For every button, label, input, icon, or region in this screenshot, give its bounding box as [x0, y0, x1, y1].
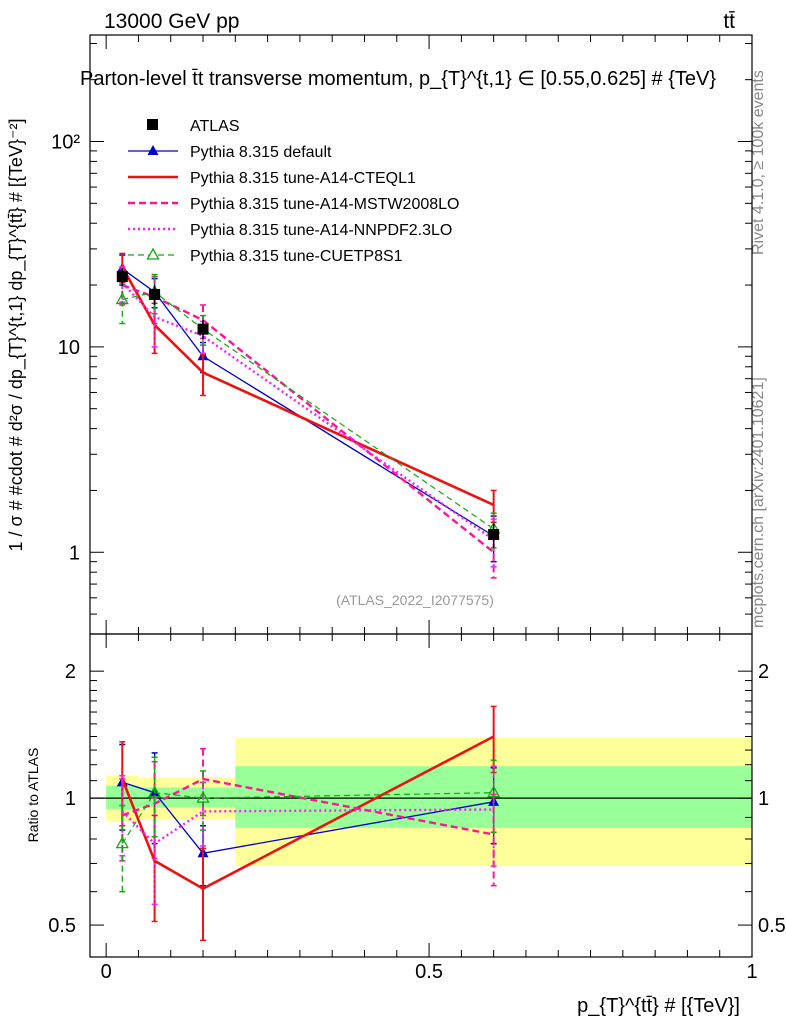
- main-marker-cuetp8s1-0: [115, 292, 129, 305]
- ratio-y-tick-label-right: 2: [758, 661, 769, 683]
- ratio-uncertainty-bands: [90, 737, 752, 867]
- ratio-y-tick-label-left: 2: [65, 661, 76, 683]
- ratio-line-mstw: [121, 777, 494, 836]
- atlas-point-0: [116, 271, 128, 283]
- x-tick-label: 1: [746, 961, 757, 983]
- ratio-y-axis-label: Ratio to ATLAS: [25, 748, 41, 843]
- main-line-cuetp8s1: [122, 291, 495, 530]
- legend-marker-atlas: [147, 119, 158, 130]
- ratio-marker-cuetp8s1-1: [147, 785, 162, 798]
- main-line-mstw: [121, 283, 495, 554]
- ratio-y-tick-label-left: 0.5: [48, 915, 76, 937]
- legend: ATLAS Pythia 8.315 default Pythia 8.315 tu…: [128, 118, 459, 265]
- main-plot-marks: [115, 252, 501, 579]
- ratio-plot-frame: [89, 633, 753, 958]
- ratio-marker-cuetp8s1-3: [487, 785, 501, 798]
- y-axis-label: 1 / σ # #cdot # d²σ / dp_{T}^{t,1} dp_{T…: [6, 119, 27, 552]
- x-tick-label: 0: [101, 961, 112, 983]
- ratio-line-cteql1: [121, 735, 495, 891]
- main-line-nnpdf: [121, 282, 495, 541]
- legend-marker-default: [147, 145, 159, 155]
- legend-label-default: Pythia 8.315 default: [190, 144, 332, 161]
- main-y-tick-label: 1: [69, 542, 80, 564]
- ratio-y-tick-label-right: 1: [758, 788, 769, 810]
- x-tick-label: 0.5: [415, 961, 443, 983]
- legend-label-atlas: ATLAS: [190, 118, 240, 135]
- main-y-tick-label: 10²: [51, 131, 80, 153]
- process-label: tt̄: [723, 10, 735, 33]
- ratio-y-tick-label-left: 1: [65, 788, 76, 810]
- main-line-default: [121, 268, 495, 537]
- atlas-point-3: [488, 529, 500, 541]
- energy-label: 13000 GeV pp: [104, 10, 239, 33]
- legend-label-cteql1: Pythia 8.315 tune-A14-CTEQL1: [190, 170, 416, 187]
- axes: 1 10 10² 0.5 0.5 1 1 2 2 0 0.5 1: [48, 34, 786, 983]
- ratio-marker-cuetp8s1-0: [115, 836, 129, 849]
- main-line-cteql1: [121, 266, 495, 507]
- legend-label-cuetp8s1: Pythia 8.315 tune-CUETP8S1: [190, 248, 403, 265]
- analysis-watermark: (ATLAS_2022_I2077575): [336, 592, 494, 608]
- ratio-line-default: [122, 781, 494, 855]
- ratio-plot-marks: [115, 705, 501, 942]
- x-axis-label: p_{T}^{tt̄} # [{TeV}]: [577, 995, 740, 1017]
- ratio-line-cuetp8s1: [121, 792, 494, 844]
- atlas-point-2: [197, 323, 209, 335]
- atlas-point-1: [149, 288, 161, 300]
- rivet-version-label: Rivet 4.1.0, ≥ 100k events: [750, 70, 767, 255]
- legend-marker-cuetp8s1: [146, 247, 160, 260]
- legend-label-mstw: Pythia 8.315 tune-A14-MSTW2008LO: [190, 196, 459, 213]
- ratio-marker-cuetp8s1-2: [196, 790, 210, 803]
- legend-label-nnpdf: Pythia 8.315 tune-A14-NNPDF2.3LO: [190, 222, 452, 239]
- chart-title: Parton-level t̄t transverse momentum, p_…: [80, 68, 716, 90]
- main-y-tick-label: 10: [58, 337, 80, 359]
- ratio-y-tick-label-right: 0.5: [758, 915, 786, 937]
- mcplots-label: mcplots.cern.ch [arXiv:2401.10621]: [750, 377, 767, 628]
